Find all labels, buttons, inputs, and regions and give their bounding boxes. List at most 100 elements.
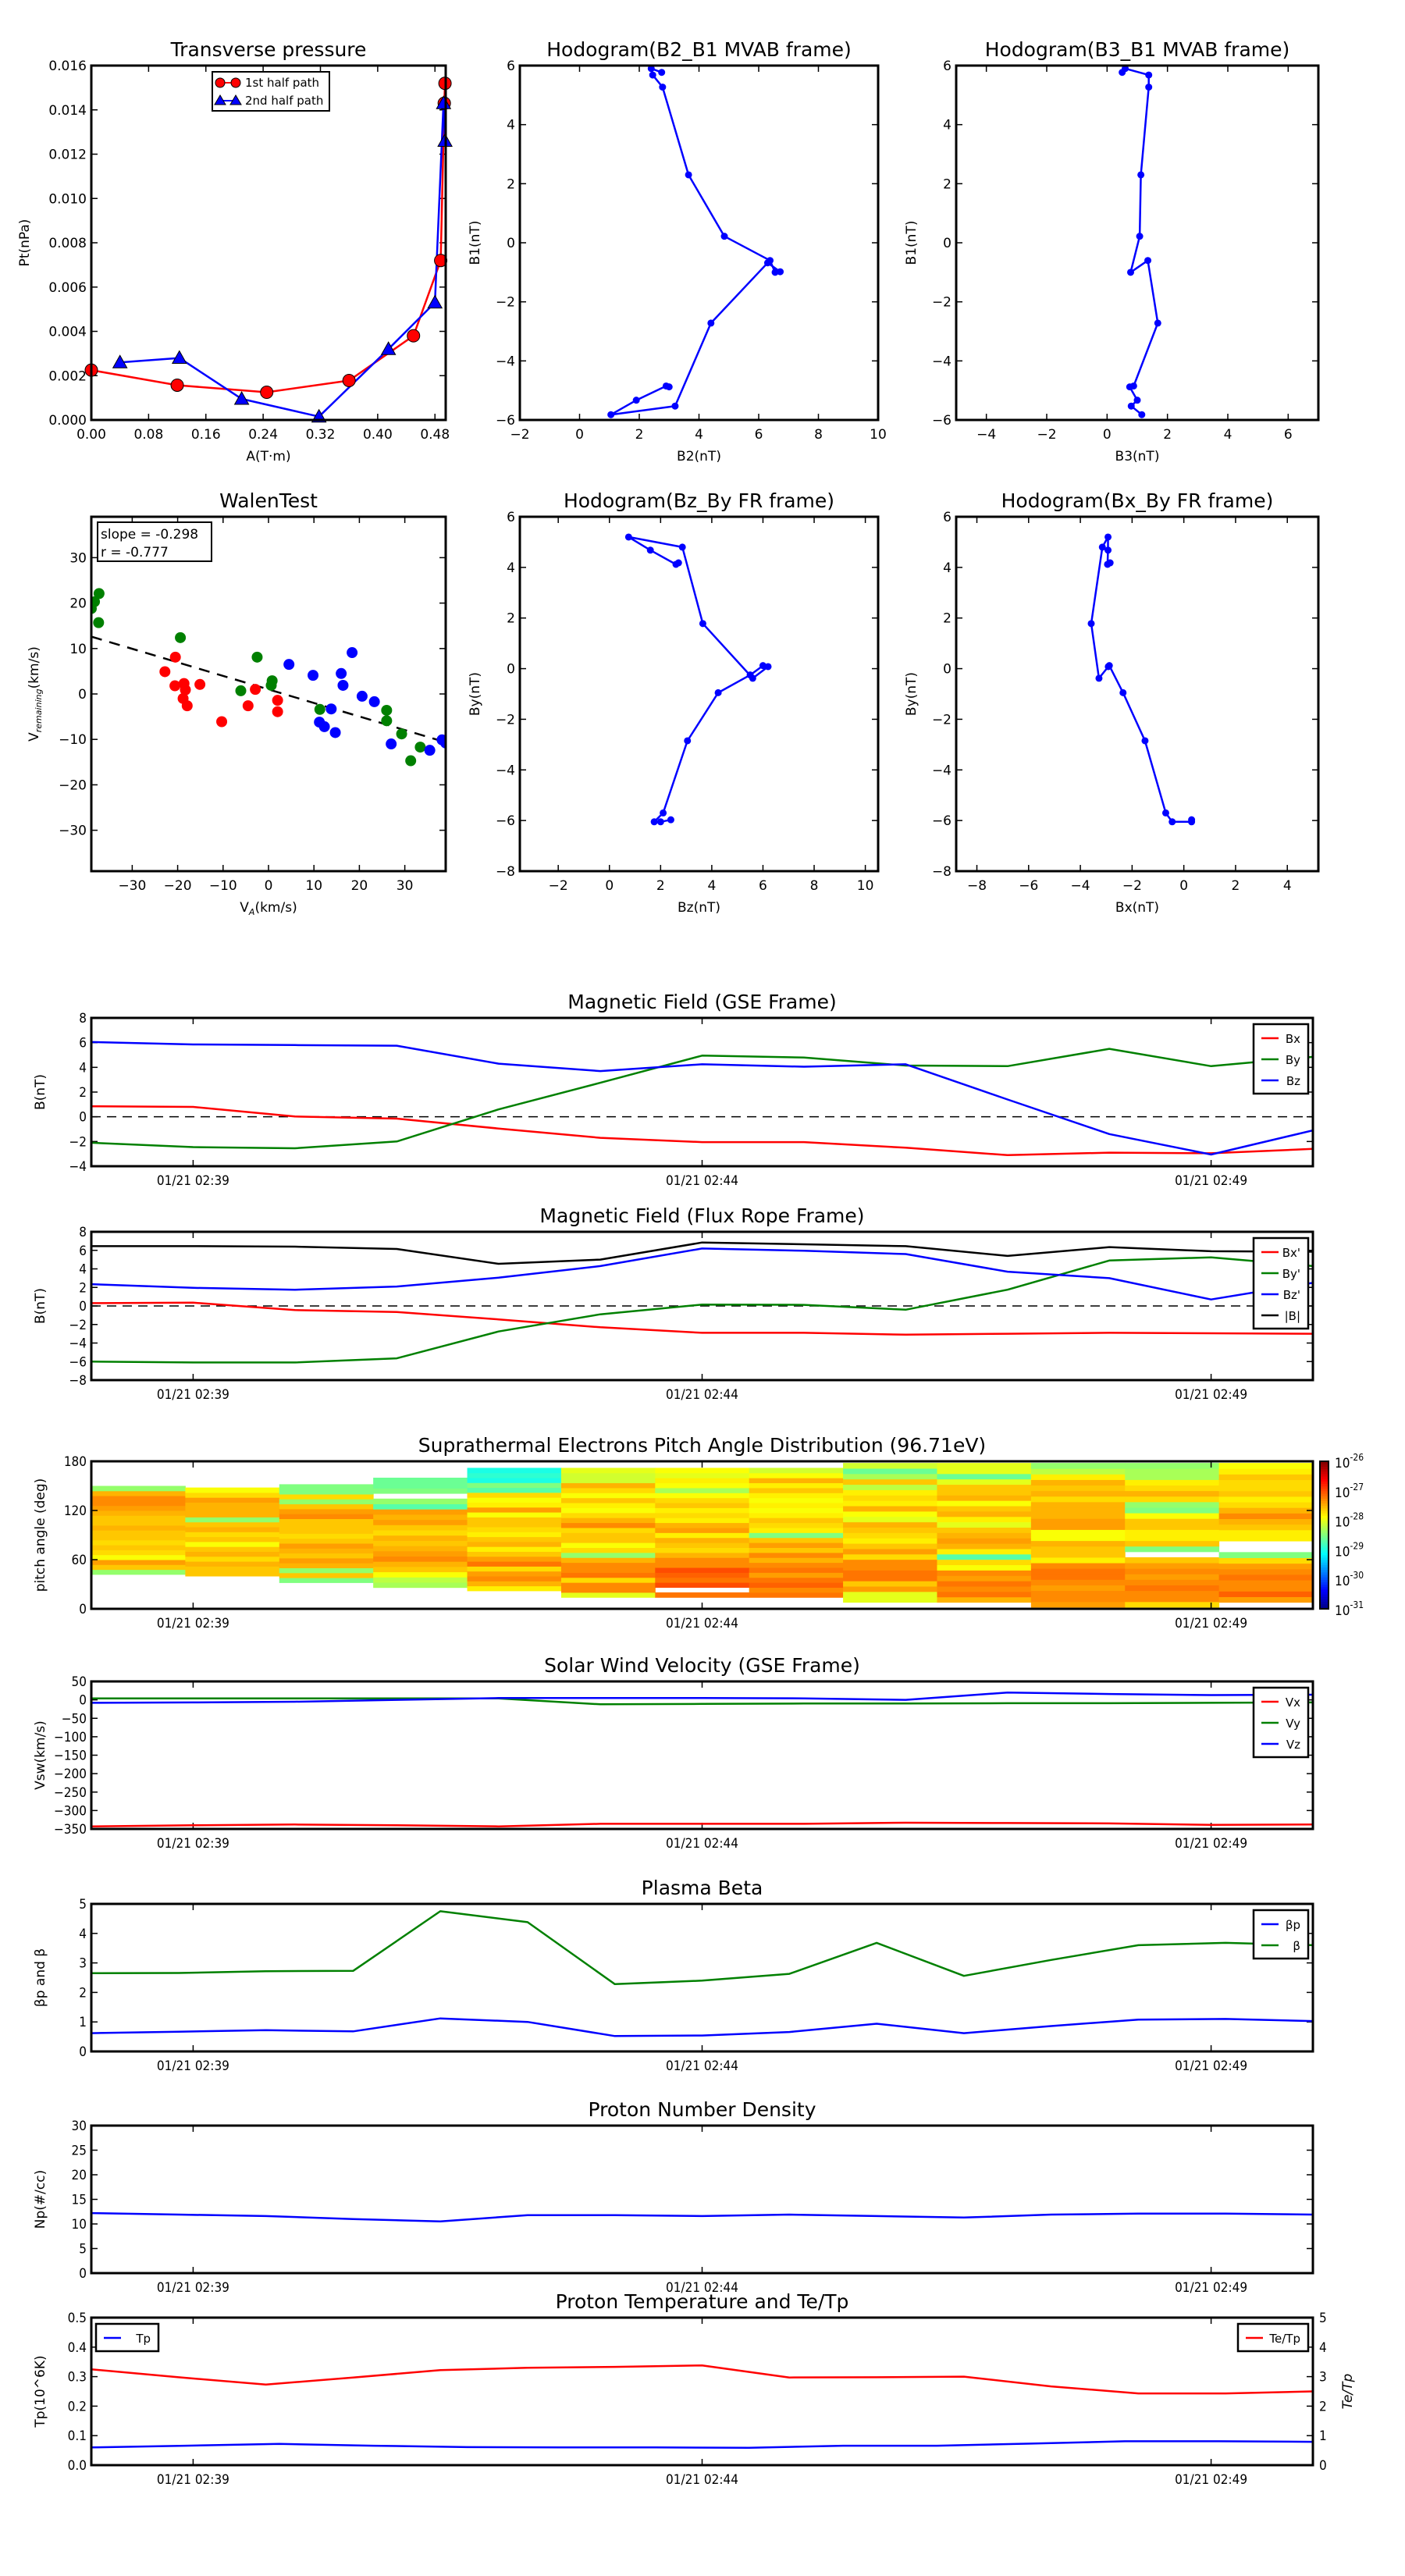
chart-title: Plasma Beta (642, 1877, 763, 1899)
data-point (658, 69, 666, 76)
data-point (1105, 662, 1113, 670)
data-point (685, 171, 692, 179)
heatmap-cell (843, 1581, 937, 1587)
x-tick-label: 01/21 02:39 (157, 2058, 229, 2074)
heatmap-cell (843, 1500, 937, 1507)
series-line-vy (91, 1697, 1313, 1706)
heatmap-cell (655, 1537, 750, 1543)
colorbar-tick-label: 10-27 (1335, 1482, 1364, 1501)
heatmap-cell (91, 1505, 186, 1511)
heatmap-cell (749, 1517, 844, 1524)
data-point (759, 662, 767, 670)
heatmap-cell (467, 1536, 562, 1542)
x-tick-label: 10 (305, 878, 322, 894)
heatmap-cell (91, 1539, 186, 1546)
y-tick-label: 0.016 (48, 59, 87, 74)
x-tick-label: −2 (510, 427, 529, 443)
heatmap-cell (655, 1522, 750, 1528)
heatmap-cell (843, 1478, 937, 1485)
colorbar-segment (1320, 1478, 1329, 1482)
plot-frame (518, 515, 880, 873)
x-tick-label: 0 (1103, 427, 1112, 443)
data-point (1145, 71, 1153, 79)
heatmap-cell (373, 1561, 468, 1567)
heatmap-cell (749, 1557, 844, 1564)
scatter-point-red (216, 716, 228, 728)
y-tick-label: 15 (72, 2193, 87, 2208)
x-tick-label: 01/21 02:39 (157, 2280, 229, 2296)
heatmap-cell (655, 1478, 750, 1484)
chart-title: Proton Temperature and Te/Tp (556, 2290, 849, 2313)
heatmap-cell (185, 1556, 280, 1562)
chart-title: Proton Number Density (589, 2098, 816, 2121)
data-point (233, 391, 250, 405)
scatter-point-green (405, 755, 417, 767)
colorbar-segment (1320, 1520, 1329, 1524)
heatmap-cell (91, 1490, 186, 1496)
heatmap-cell (843, 1564, 937, 1571)
y-tick-label: −4 (69, 1159, 87, 1175)
heatmap-cell (560, 1542, 656, 1548)
heatmap-cell (749, 1468, 844, 1474)
data-point (763, 259, 771, 267)
heatmap-cell (749, 1562, 844, 1568)
y-tick-label: 25 (72, 2144, 87, 2159)
series-line- (91, 1910, 1313, 1986)
heatmap-cell (467, 1482, 562, 1489)
x-tick-label: 0.32 (306, 427, 336, 443)
heatmap-cell (1030, 1540, 1126, 1547)
heatmap-cell (467, 1546, 562, 1552)
x-tick-label: 01/21 02:49 (1175, 1616, 1247, 1631)
colorbar-segment (1320, 1567, 1329, 1571)
data-point (1119, 688, 1127, 696)
x-tick-label: 4 (1283, 878, 1292, 894)
y-tick-label: 4 (79, 1060, 87, 1076)
heatmap-cell (467, 1478, 562, 1483)
data-point (1126, 383, 1133, 391)
y-right-tick-label: 1 (1319, 2428, 1327, 2444)
heatmap-cell (1125, 1501, 1220, 1508)
x-tick-label: 0.24 (248, 427, 278, 443)
scatter-point-blue (356, 690, 368, 702)
data-point (1145, 84, 1153, 91)
heatmap-cell (467, 1512, 562, 1517)
scatter-point-green (91, 596, 101, 607)
x-tick-label: 4 (1224, 427, 1232, 443)
y-right-tick-label: 3 (1319, 2370, 1327, 2386)
colorbar-segment (1320, 1554, 1329, 1558)
heatmap-cell (1030, 1524, 1126, 1530)
hodogram-line (1090, 535, 1193, 824)
heatmap-cell (1125, 1557, 1220, 1564)
y-tick-label: 30 (69, 550, 87, 566)
y-tick-label: 0 (507, 236, 515, 251)
heatmap-cell (655, 1577, 750, 1583)
heatmap-cell (560, 1468, 656, 1474)
y-tick-label: −2 (932, 712, 951, 728)
plot-area (91, 1041, 1313, 1157)
heatmap-cell (467, 1521, 562, 1528)
x-tick-label: 01/21 02:39 (157, 1616, 229, 1631)
heatmap-cell (1125, 1474, 1220, 1480)
y-tick-label: −6 (69, 1354, 87, 1370)
heatmap-cell (937, 1581, 1032, 1587)
y-tick-label: 0 (943, 236, 951, 251)
y-tick-label: −150 (54, 1749, 87, 1764)
heatmap-cell (1125, 1585, 1220, 1592)
data-point (1161, 809, 1169, 817)
heatmap-cell (279, 1499, 374, 1505)
data-point (607, 411, 615, 418)
legend-marker (215, 77, 226, 88)
data-point (649, 71, 656, 79)
heatmap-cell (560, 1587, 656, 1593)
heatmap-cell (373, 1514, 468, 1521)
colorbar-segment (1320, 1507, 1329, 1511)
scatter-point-green (93, 588, 105, 600)
y-tick-label: −4 (69, 1336, 87, 1352)
data-point (650, 818, 658, 826)
heatmap-cell (1125, 1468, 1220, 1475)
heatmap-cell (749, 1547, 844, 1553)
heatmap-cell (1030, 1568, 1126, 1574)
heatmap-cell (1218, 1524, 1313, 1531)
hodogram-line (628, 535, 770, 824)
heatmap-cell (1030, 1463, 1126, 1469)
